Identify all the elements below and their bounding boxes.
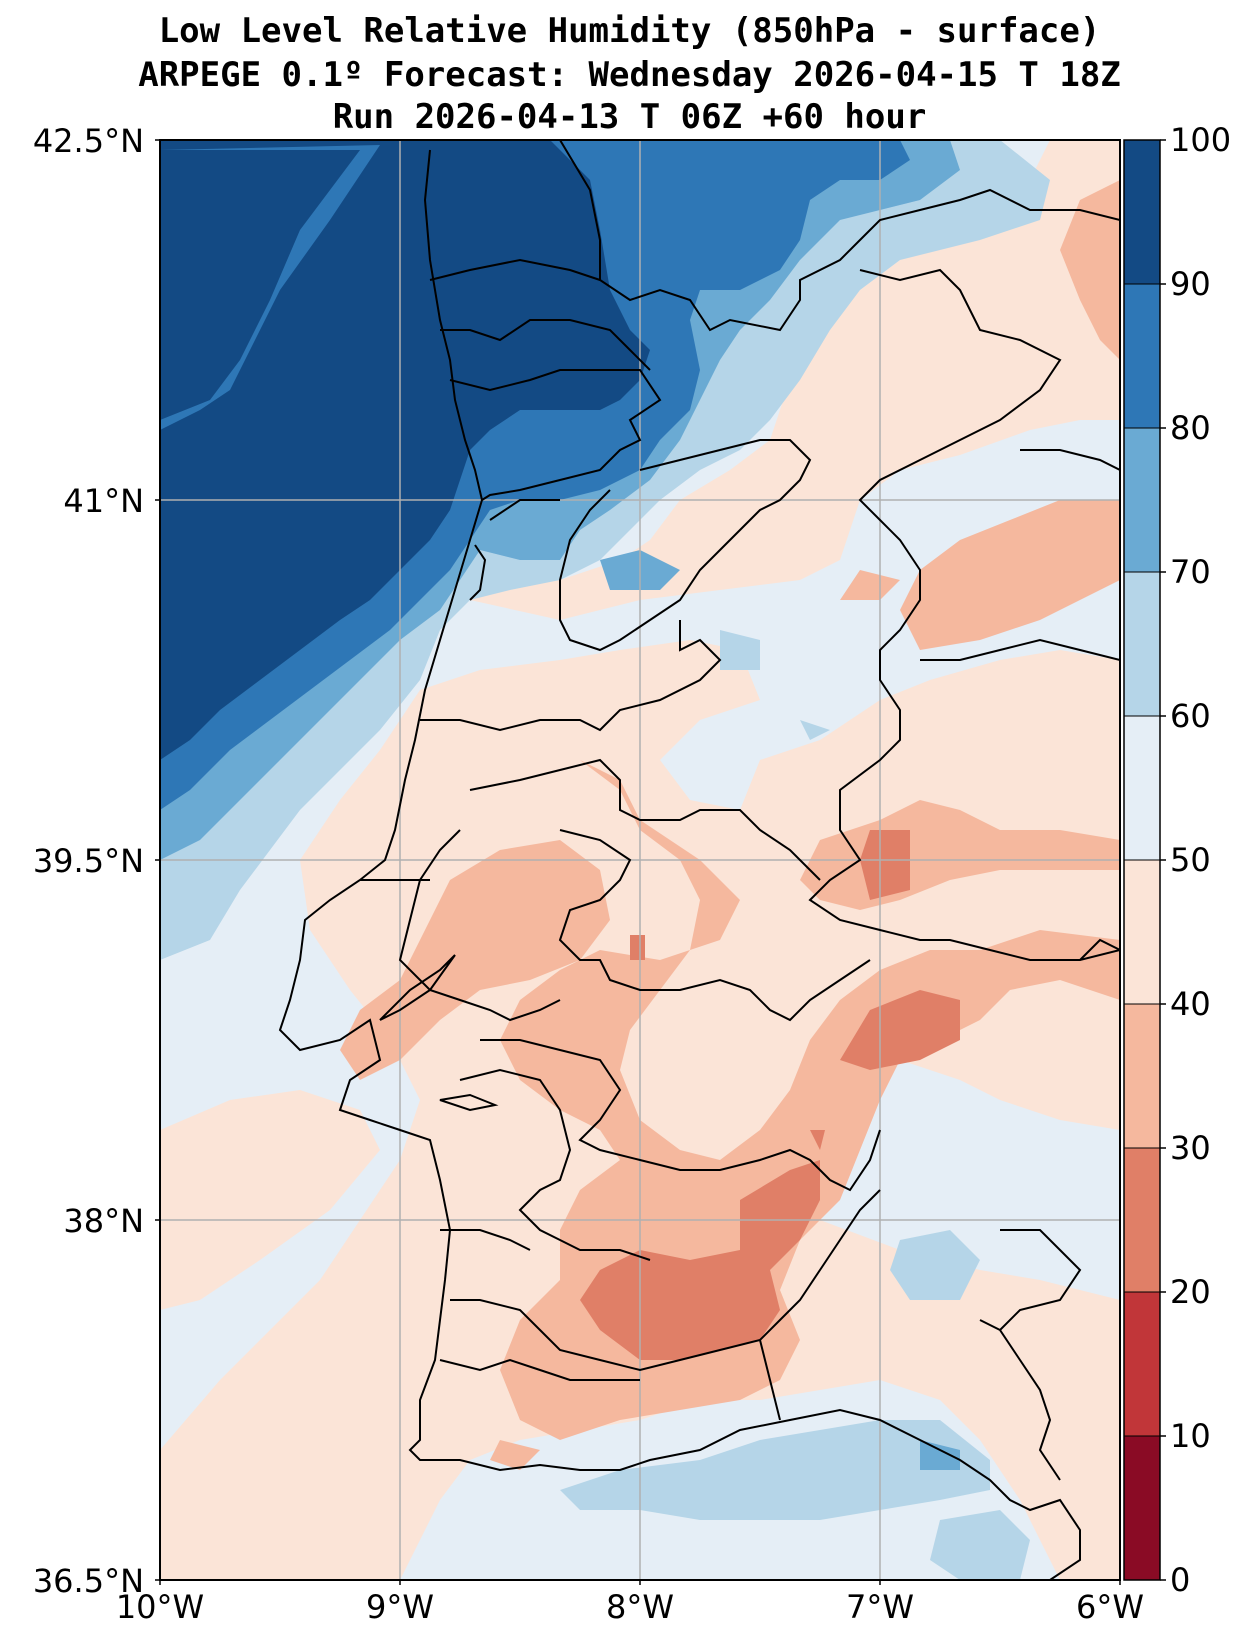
title-line-1: Low Level Relative Humidity (850hPa - su… (158, 11, 1101, 51)
eastern-border (808, 268, 1120, 961)
band-90-100 (160, 140, 650, 760)
interior-borders-center (360, 620, 871, 1022)
band-90-100-core (160, 150, 360, 420)
colorbar-segment (1124, 1004, 1160, 1149)
sado-estuary (439, 1093, 499, 1112)
colorbar-tick-label: 90 (1170, 265, 1211, 303)
colorbar-tick-label: 50 (1170, 841, 1211, 879)
lon-label-6w: 6°W (1076, 1588, 1144, 1626)
colorbar-segment (1124, 860, 1160, 1005)
band-30-40 (340, 180, 1120, 1470)
lon-label-10w: 10°W (116, 1588, 204, 1626)
colorbar-tick-label: 40 (1170, 985, 1211, 1023)
colorbar-segment (1124, 1436, 1160, 1581)
colorbar-tick-label: 20 (1170, 1273, 1211, 1311)
colorbar-tick-label: 80 (1170, 409, 1211, 447)
title-line-2: ARPEGE 0.1º Forecast: Wednesday 2026-04-… (138, 55, 1121, 95)
lat-label-36-5: 36.5°N (33, 1562, 144, 1600)
lon-label-7w: 7°W (846, 1588, 914, 1626)
lon-label-8w: 8°W (606, 1588, 674, 1626)
colorbar-segment (1124, 1148, 1160, 1293)
title-line-3: Run 2026-04-13 T 06Z +60 hour (332, 97, 927, 137)
colorbar-segment (1124, 1292, 1160, 1437)
gridlines (160, 140, 1120, 1580)
band-20-30 (580, 830, 960, 1360)
tagus-estuary (379, 954, 456, 1021)
interior-borders-south (439, 1039, 1082, 1481)
east-border-extra (920, 449, 1120, 961)
colorbar-tick-label: 100 (1170, 121, 1231, 159)
colorbar-segment (1124, 284, 1160, 429)
lat-label-39-5: 39.5°N (33, 842, 144, 880)
aveiro-lagoon (469, 544, 487, 601)
atlantic-coastline (278, 149, 1081, 1580)
colorbar-segment (1124, 716, 1160, 861)
colorbar-tick-label: 70 (1170, 553, 1211, 591)
interior-borders-north (429, 258, 812, 652)
lon-label-9w: 9°W (366, 1588, 434, 1626)
lat-label-41: 41°N (63, 482, 144, 520)
colorbar-tick-label: 60 (1170, 697, 1211, 735)
latitude-labels: 42.5°N 41°N 39.5°N 38°N 36.5°N (33, 122, 160, 1600)
colorbar-segment (1124, 140, 1160, 285)
colorbar-tick-label: 30 (1170, 1129, 1211, 1167)
longitude-labels: 10°W 9°W 8°W 7°W 6°W (116, 1580, 1144, 1626)
lat-label-38: 38°N (63, 1202, 144, 1240)
coastlines-borders (278, 140, 1120, 1580)
lat-label-42-5: 42.5°N (33, 122, 144, 160)
colorbar-segment (1124, 572, 1160, 717)
colorbar-tick-label: 0 (1170, 1561, 1190, 1599)
colorbar-tick-label: 10 (1170, 1417, 1211, 1455)
colorbar-segment (1124, 428, 1160, 573)
spain-border (559, 140, 1120, 332)
